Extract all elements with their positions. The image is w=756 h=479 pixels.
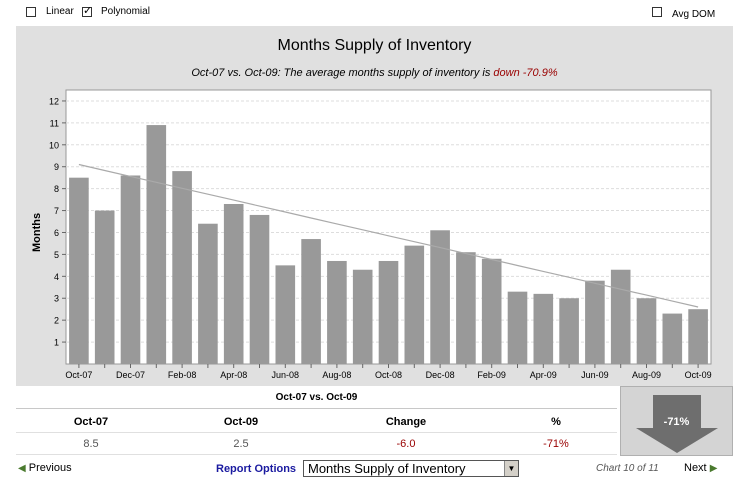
next-label: Next [684, 462, 707, 474]
bar [94, 210, 115, 364]
summary-value-percent: -71% [543, 438, 569, 450]
bar [533, 293, 554, 364]
y-tick-label: 8 [54, 184, 59, 194]
down-arrow-icon [636, 395, 718, 453]
x-tick-label: Jun-09 [581, 370, 609, 380]
summary-value-oct07: 8.5 [83, 438, 99, 450]
linear-checkbox[interactable] [26, 7, 36, 17]
subtitle-change: down -70.9% [493, 67, 558, 79]
x-tick-label: Apr-09 [530, 370, 557, 380]
bar [301, 239, 321, 364]
x-tick-label: Jun-08 [272, 370, 300, 380]
x-tick-label: Feb-09 [477, 370, 506, 380]
bar [249, 214, 270, 364]
summary-divider [16, 408, 617, 409]
y-tick-label: 5 [54, 250, 59, 260]
y-tick-label: 3 [54, 294, 59, 304]
x-tick-label: Feb-08 [168, 370, 197, 380]
trend-line [78, 163, 699, 308]
bar [559, 298, 579, 364]
chart-panel: Months Supply of Inventory Oct-07 vs. Oc… [16, 26, 733, 386]
summary-value-change: -6.0 [396, 438, 416, 450]
summary-title: Oct-07 vs. Oct-09 [275, 392, 358, 403]
bar [352, 269, 373, 364]
x-tick-label: Oct-09 [685, 370, 712, 380]
summary-header-oct07: Oct-07 [73, 416, 109, 428]
x-tick-label: Oct-08 [375, 370, 402, 380]
y-tick-label: 7 [54, 206, 59, 216]
y-tick-label: 4 [54, 272, 59, 282]
x-tick-label: Dec-08 [426, 370, 455, 380]
bar [688, 309, 708, 364]
x-tick-label: Oct-07 [65, 370, 92, 380]
bar [636, 298, 657, 364]
next-link[interactable]: Next ▶ [684, 462, 717, 474]
y-tick-label: 1 [54, 338, 59, 348]
x-tick-label: Aug-09 [632, 370, 661, 380]
x-tick-label: Aug-08 [322, 370, 351, 380]
summary-header-oct09: Oct-09 [223, 416, 259, 428]
trend-indicator: -71% [620, 386, 733, 456]
linear-label: Linear [46, 6, 74, 17]
polynomial-checkbox[interactable] [82, 4, 92, 17]
next-arrow-icon: ▶ [709, 463, 718, 474]
y-tick-label: 10 [49, 140, 59, 150]
report-select-value: Months Supply of Inventory [308, 461, 466, 476]
y-tick-label: 2 [54, 316, 59, 326]
previous-link[interactable]: ◀ Previous [18, 462, 72, 474]
bar [327, 260, 347, 364]
bar [610, 269, 631, 364]
bar [404, 245, 425, 364]
bar [275, 265, 296, 364]
x-tick-label: Apr-08 [220, 370, 247, 380]
bar [585, 280, 605, 364]
bar [146, 125, 167, 365]
bar [69, 177, 89, 364]
y-axis-label: Months [31, 212, 43, 252]
bar [172, 171, 192, 364]
bar [456, 252, 476, 364]
avg-dom-checkbox[interactable] [652, 7, 662, 17]
bar [430, 230, 450, 364]
x-tick-label: Dec-07 [116, 370, 145, 380]
bar [378, 260, 399, 364]
chart-title: Months Supply of Inventory [277, 37, 472, 54]
dropdown-arrow-icon[interactable]: ▼ [504, 461, 518, 476]
summary-divider [16, 454, 617, 455]
bar [198, 223, 218, 364]
y-tick-label: 11 [50, 118, 59, 128]
summary-header-change: Change [385, 416, 427, 428]
report-select[interactable]: Months Supply of Inventory ▼ [303, 460, 519, 477]
previous-label: Previous [28, 462, 72, 474]
y-tick-label: 6 [54, 228, 59, 238]
summary-divider [16, 432, 617, 433]
y-tick-label: 9 [54, 162, 59, 172]
previous-arrow-icon: ◀ [18, 463, 26, 474]
bar [507, 291, 528, 364]
summary-header-percent: % [551, 416, 561, 428]
chart-subtitle: Oct-07 vs. Oct-09: The average months su… [16, 67, 733, 79]
footer-nav: ◀ Previous Report Options Months Supply … [0, 458, 756, 479]
avg-dom-label: Avg DOM [672, 9, 716, 20]
bar [662, 313, 683, 364]
summary-table: Oct-07 vs. Oct-09 Oct-07 Oct-09 Change %… [16, 386, 617, 456]
summary-value-oct09: 2.5 [233, 438, 249, 450]
trend-indicator-label: -71% [663, 416, 690, 428]
bar [223, 203, 244, 364]
bar [481, 258, 502, 364]
report-options-label: Report Options [216, 463, 297, 475]
subtitle-text: Oct-07 vs. Oct-09: The average months su… [191, 67, 494, 79]
chart-position: Chart 10 of 11 [596, 463, 659, 474]
y-tick-label: 12 [49, 96, 59, 106]
polynomial-label: Polynomial [101, 6, 150, 17]
bar [120, 175, 141, 364]
